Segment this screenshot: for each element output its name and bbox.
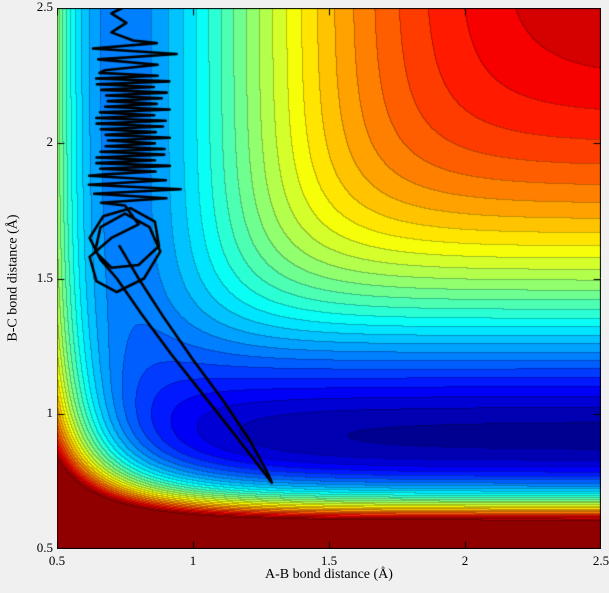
- plot-area: [57, 8, 601, 549]
- x-axis-label: A-B bond distance (Å): [265, 567, 393, 582]
- pes-contour-canvas: [57, 8, 601, 549]
- y-axis-label: B-C bond distance (Å): [5, 214, 21, 342]
